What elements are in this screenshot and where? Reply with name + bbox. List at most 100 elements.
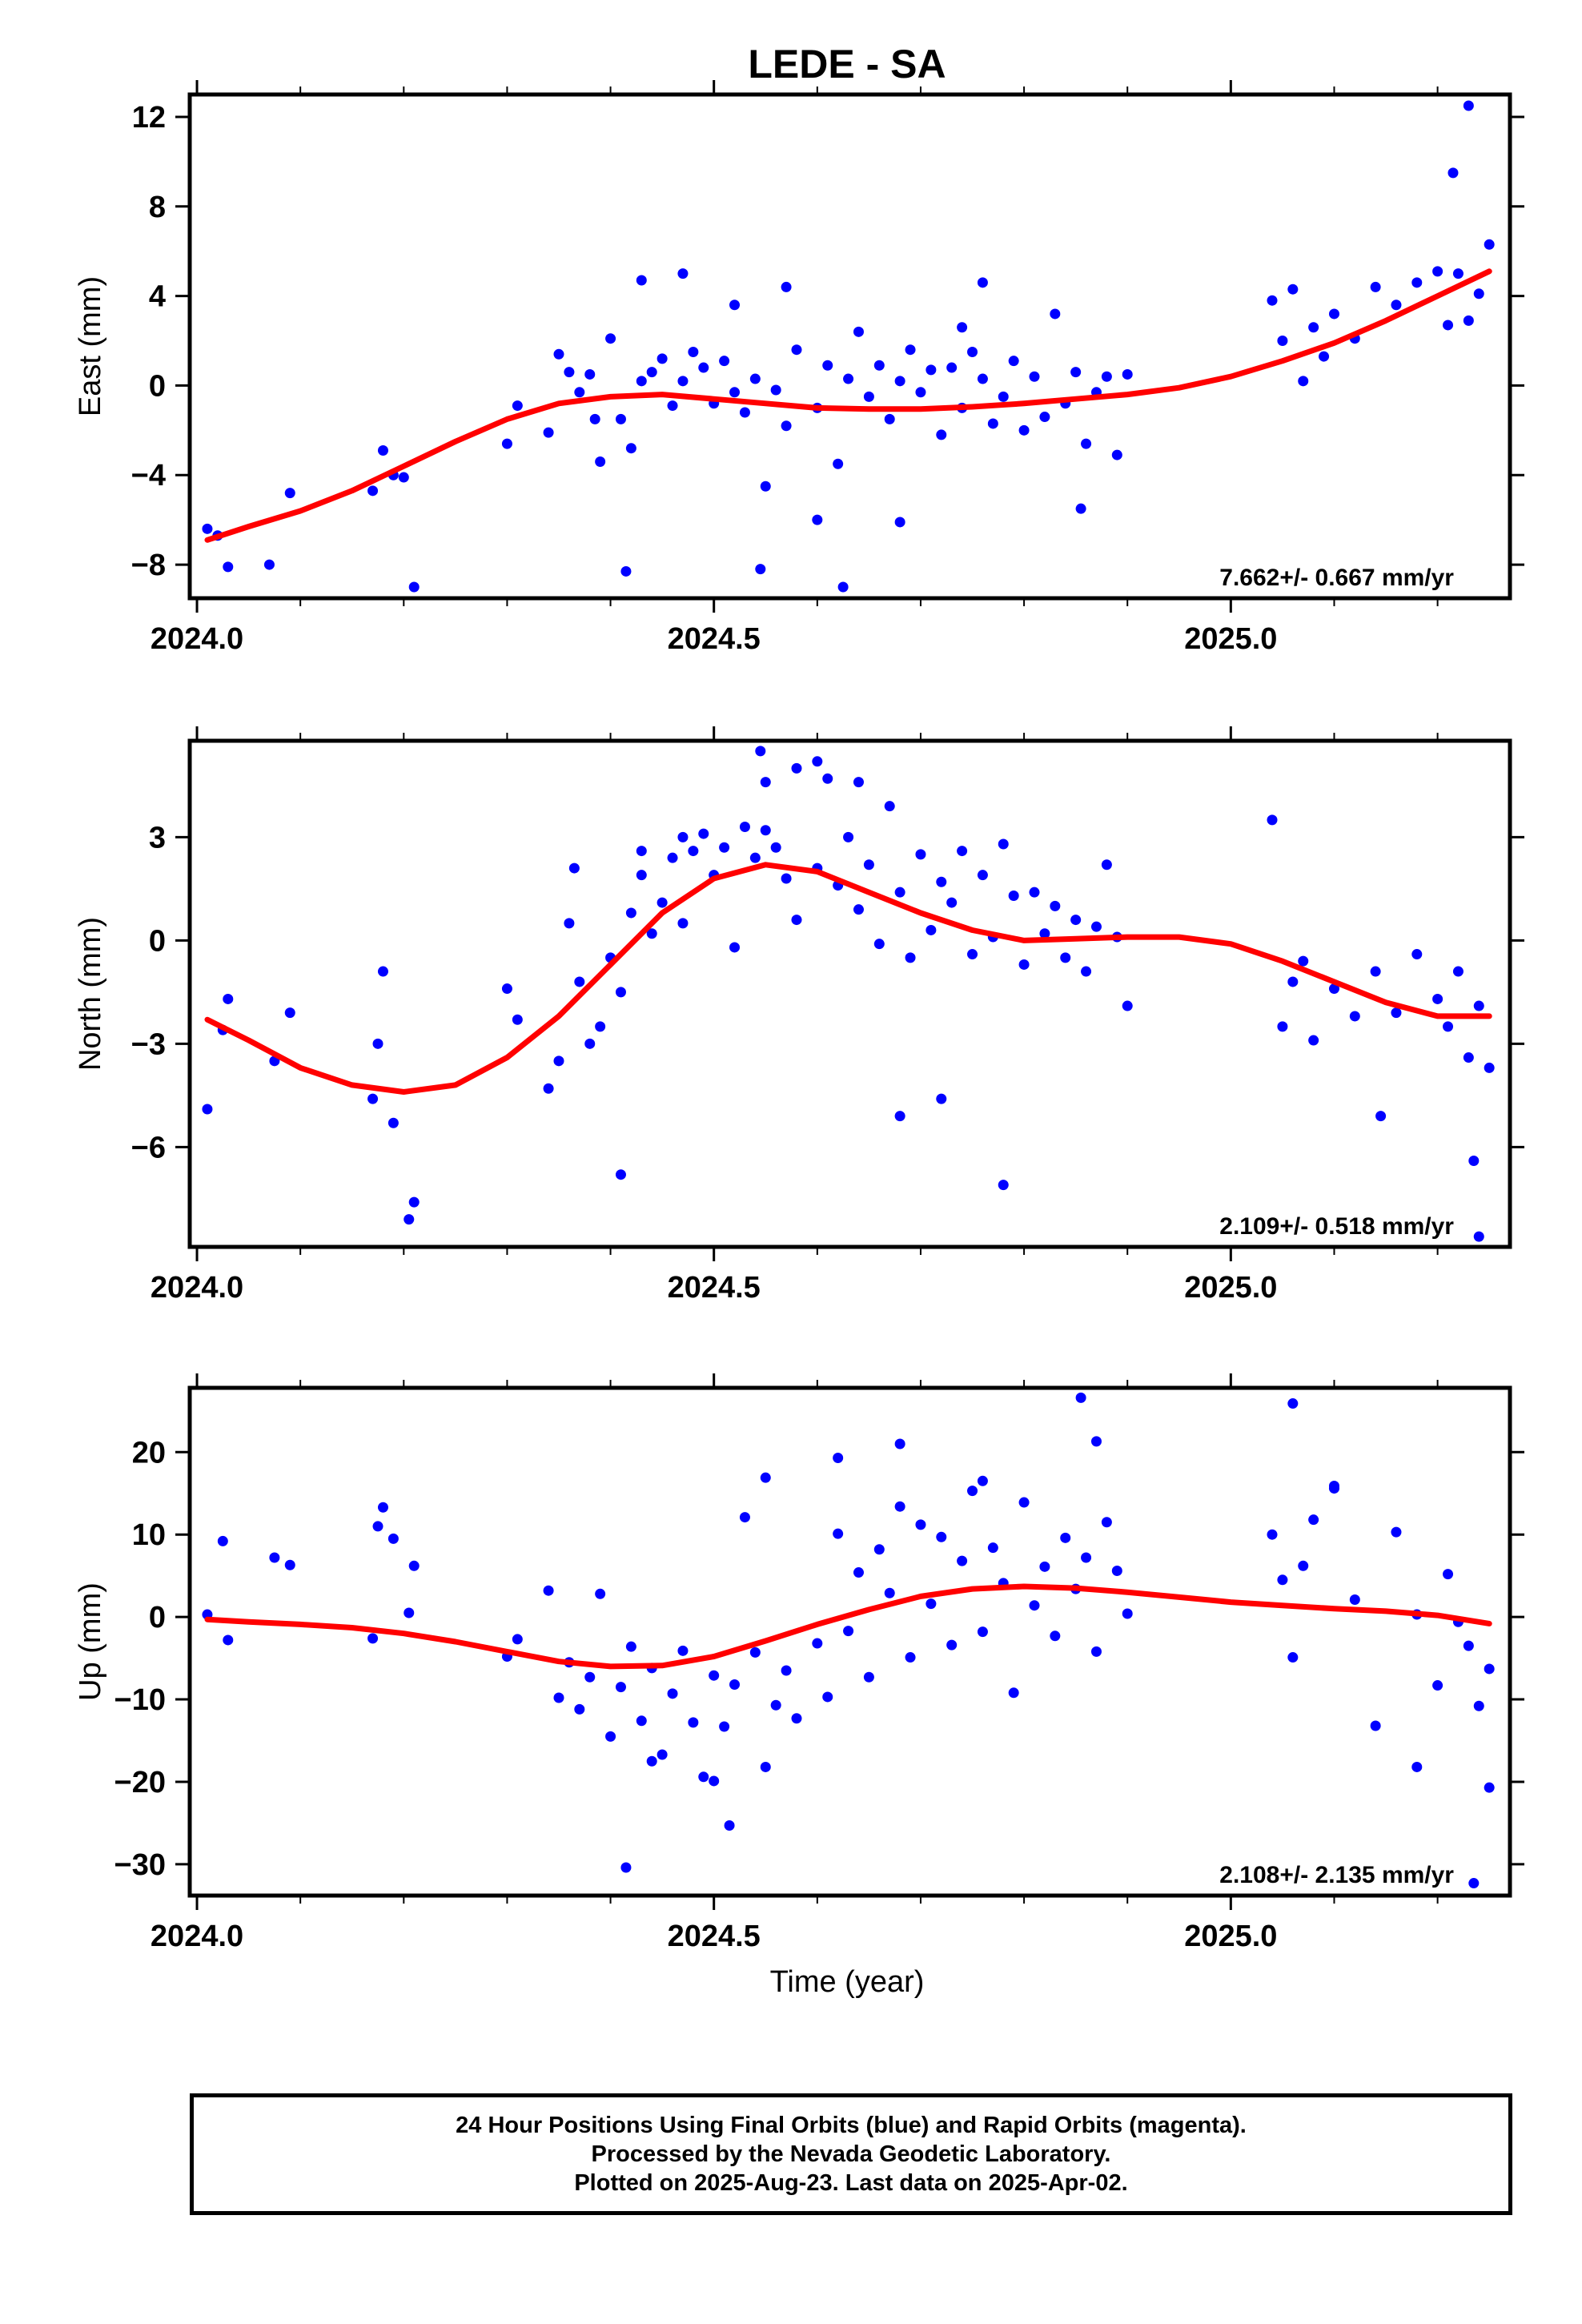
data-point — [739, 1512, 750, 1523]
data-point — [884, 413, 895, 424]
data-point — [1029, 887, 1040, 898]
data-point — [760, 1761, 771, 1772]
data-point — [915, 387, 926, 398]
y-tick-label: −3 — [131, 1027, 166, 1061]
caption-line-1: 24 Hour Positions Using Final Orbits (bl… — [456, 2113, 1247, 2138]
y-axis-title: East (mm) — [74, 276, 107, 416]
data-point — [677, 376, 689, 387]
velocity-annotation: 7.662+/- 0.667 mm/yr — [1219, 565, 1454, 591]
data-point — [1287, 1652, 1299, 1663]
data-point — [894, 1501, 905, 1512]
data-point — [1443, 1021, 1454, 1032]
data-point — [404, 1607, 415, 1618]
data-point — [677, 831, 689, 842]
y-tick-label: 8 — [149, 191, 166, 224]
data-point — [574, 1703, 585, 1715]
data-point — [269, 1552, 280, 1563]
data-point — [501, 438, 512, 449]
data-point — [1375, 1111, 1387, 1122]
data-point — [1050, 1630, 1061, 1642]
data-point — [1443, 320, 1454, 331]
data-point — [217, 1535, 228, 1546]
data-point — [553, 348, 564, 360]
data-point — [1070, 367, 1082, 378]
data-point — [1370, 966, 1381, 977]
data-point — [760, 825, 771, 836]
data-point — [1473, 1231, 1484, 1242]
data-point — [863, 859, 874, 870]
data-point — [1370, 1720, 1381, 1731]
data-point — [387, 1117, 399, 1128]
data-point — [408, 581, 420, 593]
data-point — [863, 1671, 874, 1683]
data-point — [936, 876, 947, 887]
data-point — [905, 1652, 916, 1663]
data-point — [1008, 356, 1019, 367]
data-point — [1050, 308, 1061, 320]
data-point — [915, 849, 926, 860]
data-point — [677, 918, 689, 929]
data-point — [967, 1486, 978, 1497]
data-point — [1411, 1761, 1423, 1772]
data-point — [372, 1038, 383, 1049]
data-point — [719, 356, 730, 367]
plot-frame — [187, 738, 1512, 1249]
x-axis-title: Time (year) — [770, 1965, 925, 1999]
data-point — [1070, 915, 1082, 926]
caption-box: 24 Hour Positions Using Final Orbits (bl… — [190, 2093, 1512, 2215]
x-tick-label: 2024.0 — [151, 1920, 243, 1953]
data-point — [791, 915, 802, 926]
data-point — [770, 384, 781, 396]
data-point — [894, 887, 905, 898]
data-point — [936, 1093, 947, 1104]
x-tick-label: 2025.0 — [1184, 1271, 1277, 1305]
trend-line — [204, 1583, 1492, 1670]
plot-frame — [187, 1385, 1512, 1898]
plot-frame — [187, 92, 1512, 601]
data-point — [1298, 376, 1309, 387]
data-point — [837, 581, 849, 593]
y-tick-label: −8 — [131, 549, 166, 582]
data-point — [1328, 308, 1339, 320]
data-point — [843, 373, 854, 384]
data-point — [894, 1111, 905, 1122]
data-point — [568, 862, 580, 874]
data-point — [688, 846, 699, 857]
data-point — [843, 1626, 854, 1637]
data-point — [946, 362, 958, 373]
data-point — [284, 488, 295, 499]
data-point — [595, 1021, 606, 1032]
data-point — [367, 1633, 379, 1644]
x-tick-label: 2024.5 — [668, 622, 761, 656]
data-point — [1432, 1680, 1443, 1691]
data-point — [946, 897, 958, 908]
north-panel: 2024.0 2024.5 2025.0 −6 −3 0 3 North (mm) 2.109+… — [74, 726, 1524, 1305]
data-point — [987, 1542, 998, 1554]
x-tick-label: 2025.0 — [1184, 1920, 1277, 1953]
data-point — [894, 517, 905, 528]
trend-line — [204, 862, 1492, 1095]
data-point — [1018, 959, 1030, 970]
data-point — [873, 1544, 885, 1555]
data-point — [223, 1634, 234, 1646]
data-point — [564, 367, 575, 378]
data-point — [553, 1055, 564, 1067]
data-point — [812, 514, 823, 525]
data-point — [605, 1731, 616, 1742]
data-point — [646, 1755, 657, 1767]
data-point — [656, 897, 668, 908]
data-point — [915, 1519, 926, 1530]
data-point — [1432, 266, 1443, 277]
data-point — [1008, 890, 1019, 901]
data-point — [372, 1521, 383, 1532]
data-point — [698, 1771, 709, 1783]
data-point — [408, 1560, 420, 1571]
data-point — [977, 870, 988, 881]
data-point — [615, 413, 626, 424]
data-point — [636, 1715, 647, 1727]
data-point — [749, 373, 761, 384]
data-point — [853, 777, 864, 788]
data-point — [1081, 1552, 1092, 1563]
data-point — [957, 846, 968, 857]
data-point — [719, 1721, 730, 1732]
